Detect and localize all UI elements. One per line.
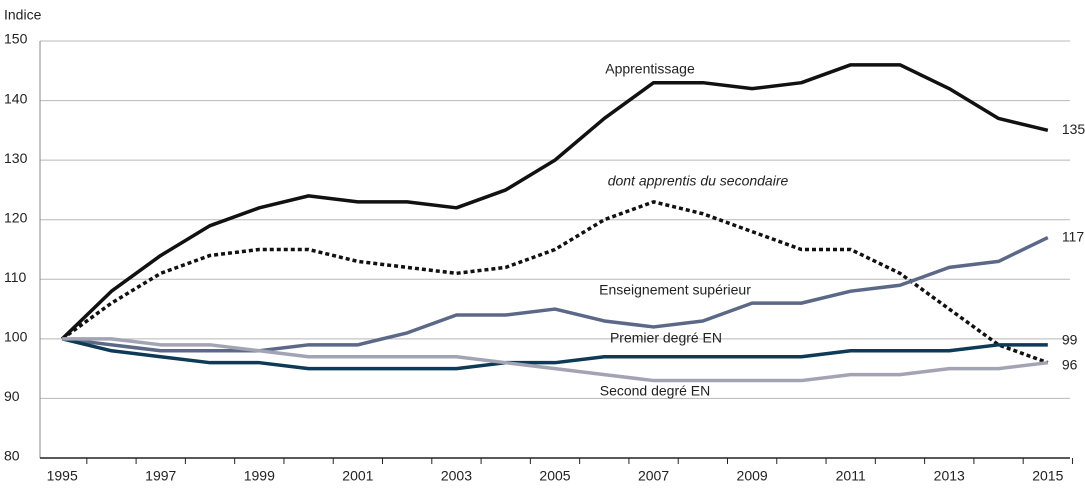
x-tick-label: 2009: [737, 468, 768, 484]
x-tick-label: 2015: [1032, 468, 1063, 484]
series-line: [62, 337, 1049, 383]
x-tick-label: 2011: [836, 468, 866, 484]
y-tick-label: 100: [4, 329, 28, 345]
y-tick-label: 120: [4, 209, 28, 225]
y-tick-label: 110: [4, 269, 27, 285]
series-line: [61, 236, 1049, 353]
x-tick-label: 2005: [539, 468, 570, 484]
series-label: dont apprentis du secondaire: [608, 173, 789, 189]
end-label: 135: [1062, 121, 1085, 137]
series-label: Second degré EN: [600, 383, 711, 399]
x-tick-label: 2003: [441, 468, 472, 484]
x-tick-label: 1999: [244, 468, 275, 484]
series-line: [61, 337, 1048, 371]
x-tick-label: 2001: [342, 468, 373, 484]
y-tick-label: 80: [4, 448, 20, 464]
end-label: 96: [1062, 356, 1078, 372]
x-tick-label: 2013: [934, 468, 965, 484]
x-tick-label: 2007: [638, 468, 669, 484]
series-line: [61, 200, 1049, 365]
y-tick-label: 130: [4, 150, 28, 166]
series-label: Enseignement supérieur: [599, 282, 751, 298]
end-label: 117: [1062, 228, 1085, 244]
y-axis-label: Indice: [4, 7, 42, 23]
series-label: Premier degré EN: [610, 330, 722, 346]
y-tick-label: 150: [4, 31, 28, 47]
series-label: Apprentissage: [605, 61, 695, 77]
series-line: [60, 63, 1049, 341]
end-label: 99: [1062, 332, 1078, 348]
x-tick-label: 1997: [145, 468, 176, 484]
y-tick-label: 90: [4, 388, 20, 404]
y-tick-label: 140: [4, 90, 28, 106]
x-tick-label: 1995: [47, 468, 78, 484]
